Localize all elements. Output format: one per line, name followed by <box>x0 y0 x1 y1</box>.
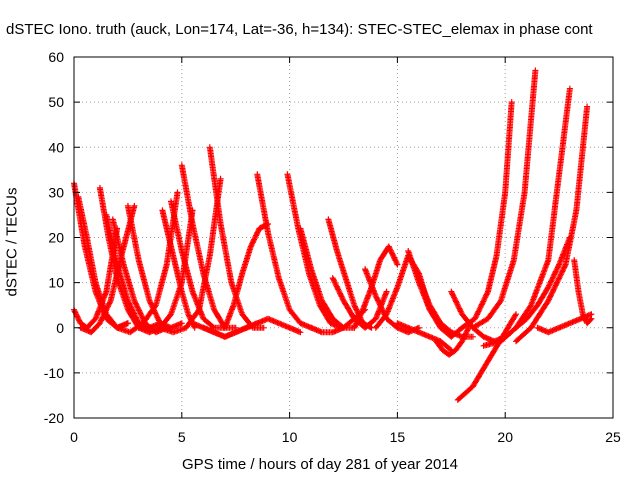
x-tick-label: 15 <box>390 429 406 445</box>
series-25 <box>351 243 401 331</box>
y-tick-label: 30 <box>48 184 64 200</box>
y-tick-label: 50 <box>48 94 64 110</box>
x-tick-label: 0 <box>70 429 78 445</box>
series-29 <box>394 320 455 354</box>
series-28 <box>405 248 466 340</box>
x-tick-label: 10 <box>282 429 298 445</box>
series-34 <box>459 99 515 331</box>
y-tick-label: 40 <box>48 139 64 155</box>
y-tick-label: 0 <box>56 320 64 336</box>
series-31 <box>433 324 472 358</box>
series-35 <box>469 67 539 331</box>
series-19 <box>243 315 304 336</box>
y-axis-label: dSTEC / TECUs <box>3 187 21 297</box>
series-12 <box>178 162 239 331</box>
series-7 <box>124 202 185 331</box>
y-tick-label: -10 <box>44 365 64 381</box>
x-axis-label: GPS time / hours of day 281 of year 2014 <box>182 456 458 473</box>
series-10 <box>159 207 198 331</box>
x-tick-label: 25 <box>605 429 621 445</box>
data-series-group <box>71 67 595 403</box>
chart-title: dSTEC Iono. truth (auck, Lon=174, Lat=-3… <box>6 21 593 38</box>
series-17 <box>221 221 271 331</box>
y-tick-label: 60 <box>48 49 64 65</box>
x-tick-label: 5 <box>178 429 186 445</box>
series-36 <box>480 85 573 349</box>
series-24 <box>329 275 390 331</box>
y-tick-label: -20 <box>44 410 64 426</box>
series-37 <box>513 234 573 331</box>
series-38 <box>513 103 591 345</box>
x-tick-label: 20 <box>497 429 513 445</box>
y-tick-label: 20 <box>48 230 64 246</box>
series-40 <box>571 257 595 327</box>
series-18 <box>254 171 315 331</box>
y-tick-label: 10 <box>48 275 64 291</box>
series-23 <box>325 216 375 331</box>
